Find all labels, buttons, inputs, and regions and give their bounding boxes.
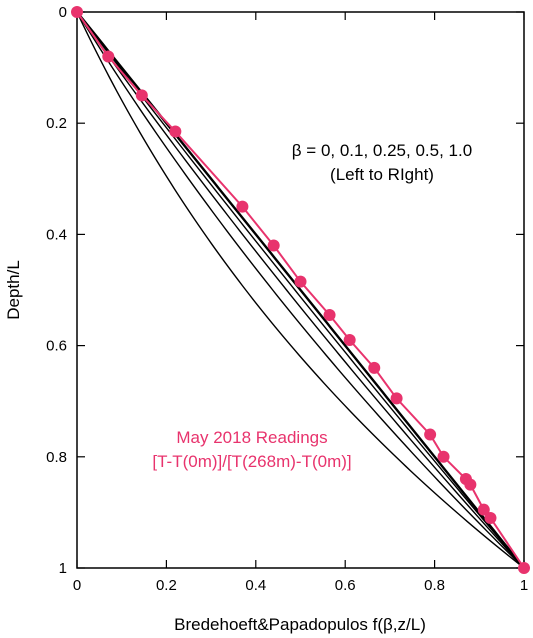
reading-marker (102, 50, 115, 63)
y-tick-label: 0.4 (46, 226, 67, 243)
reading-marker (424, 428, 437, 441)
y-tick-label: 1 (59, 560, 67, 577)
reading-marker (236, 200, 249, 213)
x-axis-title: Bredehoeft&Papadopulos f(β,z/L) (174, 615, 426, 634)
reading-marker (343, 334, 356, 347)
reading-marker (135, 89, 148, 102)
reading-marker (477, 503, 490, 516)
x-tick-label: 0.4 (245, 577, 266, 594)
formula-annotation: [T-T(0m)]/[T(268m)-T(0m)] (152, 452, 351, 471)
beta-annotation: β = 0, 0.1, 0.25, 0.5, 1.0 (292, 141, 472, 160)
reading-marker (323, 309, 336, 322)
x-tick-label: 0.6 (335, 577, 356, 594)
x-tick-label: 1 (520, 577, 528, 594)
reading-marker (464, 478, 477, 491)
reading-marker (390, 392, 403, 405)
reading-marker (437, 450, 450, 463)
reading-marker (267, 239, 280, 252)
y-axis-title: Depth/L (4, 260, 23, 320)
reading-marker (518, 562, 530, 574)
curve-beta-0-1 (76, 11, 525, 569)
readings-annotation: May 2018 Readings (176, 428, 327, 447)
y-tick-label: 0 (59, 4, 67, 21)
x-tick-label: 0.8 (424, 577, 445, 594)
y-tick-label: 0.6 (46, 338, 67, 355)
reading-marker (368, 361, 381, 374)
y-tick-label: 0.8 (46, 449, 67, 466)
curve-beta-0-25 (76, 11, 525, 569)
curve-beta-1 (76, 11, 525, 569)
axis-ticks: 0 0.2 0.4 0.6 0.8 100.20.40.60.81 (46, 4, 528, 594)
x-tick-label: 0.2 (156, 577, 177, 594)
plot-frame (76, 11, 525, 569)
x-tick-label: 0 (73, 577, 81, 594)
order-annotation: (Left to RIght) (330, 165, 434, 184)
reading-marker (71, 6, 83, 18)
reading-marker (484, 511, 497, 524)
curve-beta-0-5 (76, 11, 525, 569)
reading-marker (294, 275, 307, 288)
reading-marker (169, 125, 182, 138)
y-tick-label: 0.2 (46, 115, 67, 132)
data-markers (71, 6, 530, 574)
